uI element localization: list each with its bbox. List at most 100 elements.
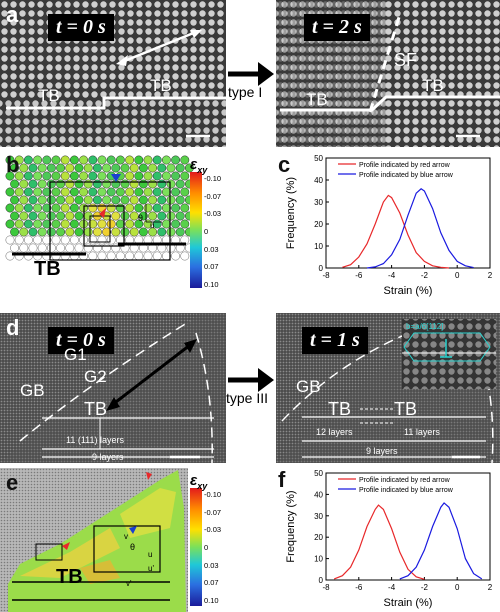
tb-label: TB [150,76,172,95]
inset-burgers-label: b=a/6[112] [406,322,444,331]
colorbar-tick-label: -0.07 [204,191,222,201]
colorbar-tick-label: -0.03 [204,525,222,535]
tb-label: TB [328,399,352,419]
x-tick-label: 2 [488,271,493,280]
legend-label: Profile indicated by blue arrow [359,172,454,179]
panel-c: -8 -6 -4 -2 0 2 0 10 20 30 40 50 Strain (%) Frequency… [276,150,500,300]
colorbar-tick-label: 0 [204,227,209,236]
x-axis-label: Strain (%) [384,285,433,297]
x-tick-label: 2 [488,583,493,592]
colorbar-tick-label: 0.03 [204,560,219,570]
layers-label: 9 layers [92,452,124,462]
legend-label: Profile indicated by red arrow [359,477,451,484]
panel-a-right: t = 2 s SF TB TB [276,0,500,147]
x-tick-label: 0 [455,271,460,280]
v-prime-label: v' [126,579,132,588]
colorbar-tick-label: 0.10 [204,280,219,289]
red-arrow-marker [99,208,106,218]
layers-label: 11 layers [404,427,440,437]
layers-label: 9 layers [366,446,398,456]
v-label: v [124,532,128,541]
y-tick-label: 0 [319,264,324,273]
y-tick-label: 50 [314,154,323,163]
x-tick-label: -4 [388,271,396,280]
panel-d-right: t = 1 s b=a/6[112] GB TB TB 12 layers 11… [276,313,500,463]
y-tick-label: 30 [314,512,323,521]
gb-label: GB [296,377,321,396]
g2-label: G2 [84,367,107,386]
panel-letter-e: e [6,470,19,495]
panel-letter-b: b [6,152,20,177]
layers-label: 11 (111) layers [66,435,125,445]
time-label: t = 0 s [48,327,114,354]
y-tick-label: 10 [314,242,323,251]
colorbar-ticks: -0.10 -0.07 -0.03 0 0.03 0.07 0.10 [204,174,226,290]
panel-letter-a: a [6,2,19,27]
y-tick-label: 10 [314,555,323,564]
transition-arrow-type-iii: type III [226,360,276,420]
red-arrow-marker [62,542,70,550]
y-tick-label: 20 [314,533,323,542]
colorbar-tick-label: -0.10 [204,174,222,183]
tb-label: TB [422,76,444,95]
x-tick-label: -8 [322,583,330,592]
series-line [333,504,425,580]
transition-arrow-type-i: type I [226,54,276,114]
u-label: u [148,550,153,559]
plot-frame [325,157,491,269]
transition-label: type III [226,390,269,406]
series-line [399,502,483,580]
x-tick-label: -8 [322,271,330,280]
plot-frame [325,472,491,581]
tb-label: TB [306,90,328,109]
panel-a-left: a t = 0 s TB TB [0,0,226,147]
colorbar-tick-label: 0.07 [204,262,219,272]
colorbar-tick-label: 0.07 [204,578,219,588]
blue-arrow-marker [129,526,137,534]
strain-map-b [0,150,226,292]
x-axis-label: Strain (%) [384,597,433,609]
blue-arrow-marker [111,174,121,182]
panel-letter-f: f [278,467,286,492]
roi-box-large [93,525,161,573]
series-line [342,194,450,269]
hrtem-image-d-right [276,313,500,463]
colorbar-tick-label: 0.10 [204,596,219,605]
y-tick-label: 40 [314,490,323,499]
sf-label: SF [394,50,418,70]
colorbar [190,172,202,288]
colorbar-tick-label: -0.10 [204,490,222,499]
panel-e: e TB v θ u u' v' εxy -0.10 -0.07 -0.03 0 0.0… [0,468,226,612]
roi-box-medium [83,205,125,247]
transition-label: type I [228,84,263,100]
x-tick-label: -6 [355,583,363,592]
time-label: t = 0 s [48,14,114,41]
tb-label: TB [394,399,418,419]
x-tick-label: -4 [388,583,396,592]
x-tick-label: 0 [455,583,460,592]
time-label: t = 1 s [302,327,368,354]
legend-label: Profile indicated by red arrow [359,162,451,169]
y-axis-label: Frequency (%) [285,177,297,249]
x-tick-label: -6 [355,271,363,280]
colorbar-tick-label: -0.07 [204,507,222,517]
x-tick-label: -2 [421,583,429,592]
tb-label: TB [38,86,60,105]
y-tick-label: 50 [314,469,323,478]
g1-label: G1 [64,345,87,364]
panel-d-left: d t = 0 s GB G1 G2 TB 11 (111) layers 9 … [0,313,226,463]
y-tick-label: 0 [319,576,324,585]
colorbar [190,488,202,606]
theta-label: θ [138,213,144,223]
colorbar-tick-label: 0.03 [204,244,219,254]
colorbar-tick-label: 0 [204,543,209,552]
tb-label: TB [84,399,108,419]
legend-label: Profile indicated by blue arrow [359,487,454,494]
colorbar-ticks: -0.10 -0.07 -0.03 0 0.03 0.07 0.10 [204,490,226,606]
strain-map-e [0,468,226,612]
u-prime-label: u' [148,564,154,573]
u-label: u [150,221,155,230]
panel-b: b TB θ u εxy -0.10 -0.07 -0.03 0 0.03 0.07 0.1… [0,150,226,292]
panel-f: -8 -6 -4 -2 0 2 0 10 20 30 40 50 Strain (%) Frequency… [276,465,500,612]
